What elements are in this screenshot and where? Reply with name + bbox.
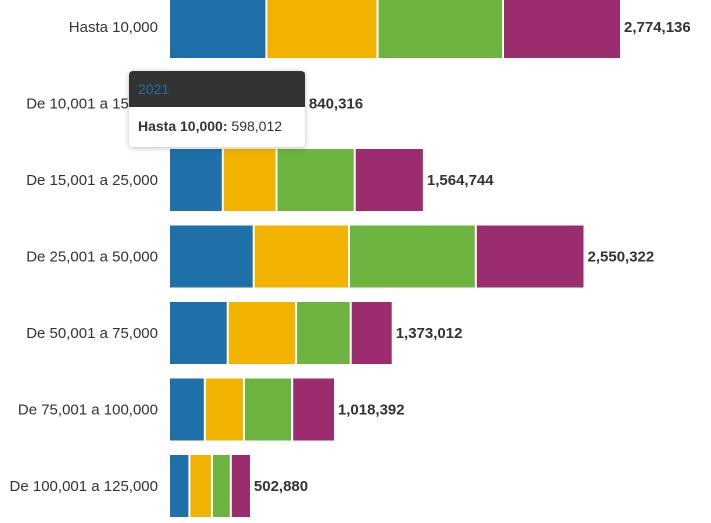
bar-segment-row5-series3[interactable]	[293, 378, 334, 441]
total-label-5: 1,018,392	[338, 402, 405, 419]
tooltip-value: 598,012	[231, 118, 283, 134]
category-label-1: De 10,001 a 15,000	[26, 96, 158, 113]
category-label-4: De 50,001 a 75,000	[26, 325, 158, 342]
total-label-6: 502,880	[254, 478, 308, 495]
tooltip: 2021 Hasta 10,000: 598,012	[129, 71, 305, 147]
category-label-2: De 15,001 a 25,000	[26, 172, 158, 189]
tooltip-header: 2021	[129, 71, 305, 107]
bar-segment-row0-series2[interactable]	[378, 0, 503, 58]
bar-segment-row2-series3[interactable]	[355, 149, 423, 211]
bar-segment-row0-series3[interactable]	[504, 0, 620, 58]
bar-segment-row4-series3[interactable]	[351, 302, 392, 364]
bar-segment-row3-series2[interactable]	[350, 225, 475, 288]
labels-layer: Hasta 10,000 2,774,136 De 10,001 a 15,000 8…	[10, 19, 691, 495]
total-label-0: 2,774,136	[624, 19, 691, 36]
bar-segment-row5-series1[interactable]	[205, 378, 243, 441]
bar-segment-row4-series1[interactable]	[228, 302, 296, 364]
category-label-5: De 75,001 a 100,000	[18, 402, 158, 419]
bar-segment-row5-series0[interactable]	[170, 378, 204, 441]
category-label-0: Hasta 10,000	[69, 19, 158, 36]
bar-segment-row2-series2[interactable]	[277, 149, 354, 211]
bar-segment-row4-series0[interactable]	[170, 302, 227, 364]
bar-segment-row6-series0[interactable]	[170, 455, 189, 517]
bar-segment-row5-series2[interactable]	[244, 378, 292, 441]
total-label-1: 840,316	[309, 96, 363, 113]
bar-segment-row2-series1[interactable]	[223, 149, 276, 211]
bar-segment-row3-series0[interactable]	[170, 225, 253, 288]
category-label-6: De 100,001 a 125,000	[10, 478, 158, 495]
tooltip-series-name: Hasta 10,000:	[138, 118, 228, 134]
bar-segment-row3-series3[interactable]	[476, 225, 584, 288]
total-label-2: 1,564,744	[427, 172, 494, 189]
tooltip-body: Hasta 10,000: 598,012	[129, 107, 305, 147]
bar-segment-row2-series0[interactable]	[170, 149, 222, 211]
category-label-3: De 25,001 a 50,000	[26, 249, 158, 266]
bar-segment-row6-series1[interactable]	[190, 455, 211, 517]
bar-segment-row3-series1[interactable]	[254, 225, 348, 288]
bar-segment-row0-series0[interactable]	[170, 0, 266, 58]
bar-segment-row6-series2[interactable]	[212, 455, 230, 517]
total-label-3: 2,550,322	[588, 249, 655, 266]
total-label-4: 1,373,012	[396, 325, 463, 342]
bar-segment-row6-series3[interactable]	[231, 455, 250, 517]
bar-segment-row0-series1[interactable]	[267, 0, 377, 58]
bar-segment-row4-series2[interactable]	[297, 302, 350, 364]
